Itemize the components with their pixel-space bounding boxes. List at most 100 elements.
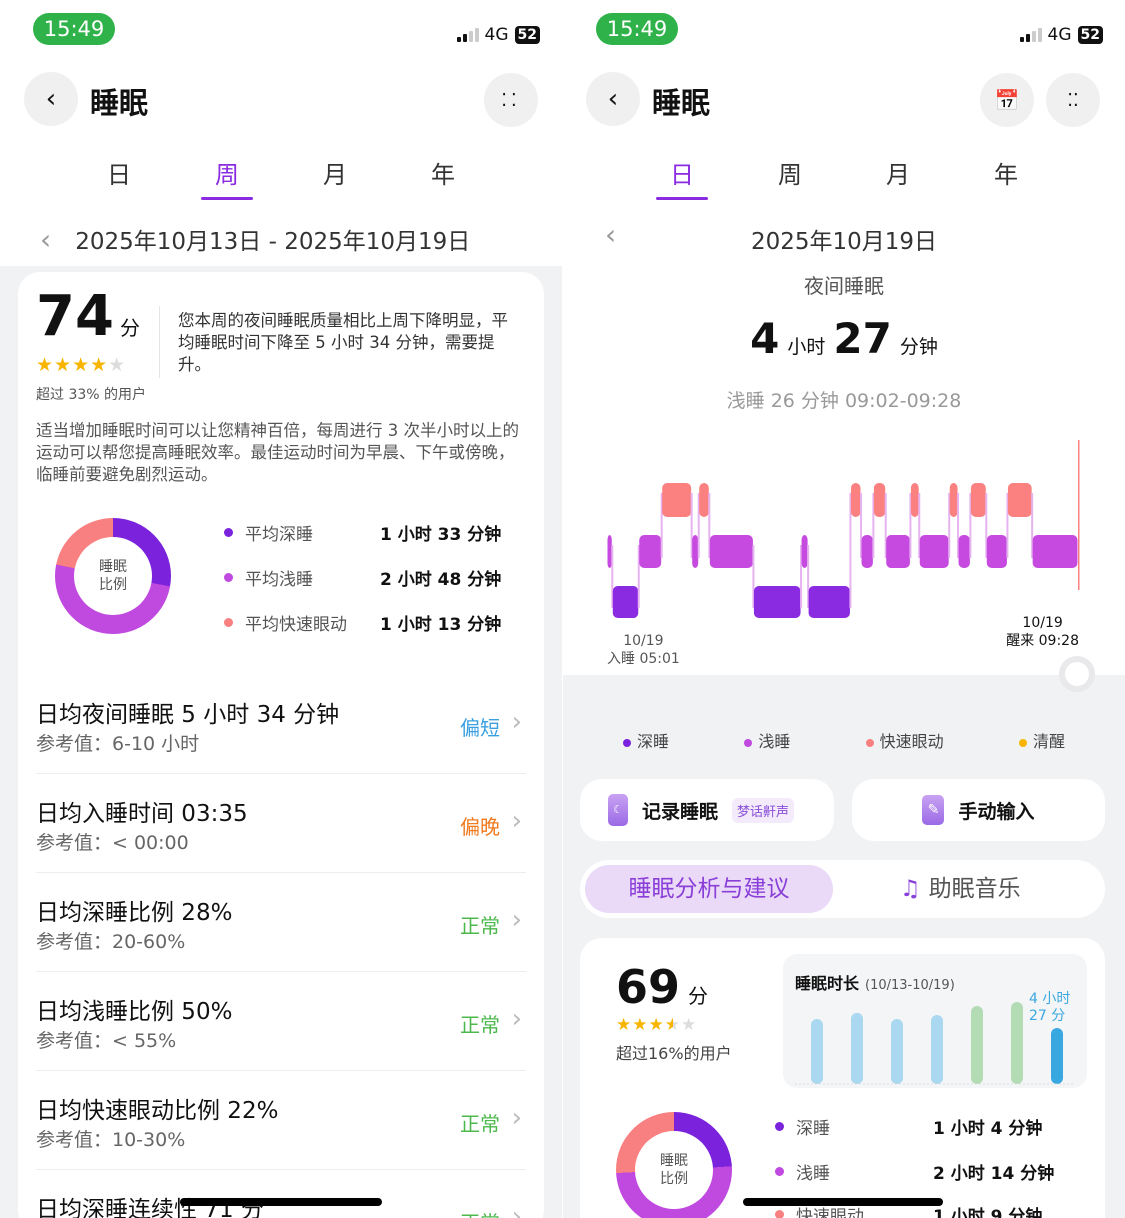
stage-segment-light — [886, 535, 910, 568]
more-menu-button[interactable]: ⁚⁚ — [484, 73, 538, 127]
stage-transition — [637, 545, 640, 608]
hypnogram-chart[interactable] — [563, 430, 1125, 630]
chevron-right-icon: › — [511, 1202, 522, 1218]
duration-title: 睡眠时长 (10/13-10/19) — [795, 974, 955, 993]
legend-light: 平均浅睡 2 小时 48 分钟 — [224, 565, 501, 590]
legend-deep: 深睡 1 小时 4 分钟 — [775, 1114, 1042, 1139]
legend-deep: 平均深睡 1 小时 33 分钟 — [224, 520, 501, 545]
metric-row[interactable]: 日均快速眼动比例 22% 参考值：10-30% 正常 › — [36, 1071, 526, 1170]
metric-title: 日均夜间睡眠 5 小时 34 分钟 — [36, 702, 340, 728]
stage-segment-deep — [612, 586, 639, 618]
legend-light: 浅睡 2 小时 14 分钟 — [775, 1159, 1054, 1184]
stage-segment-rem — [662, 483, 692, 517]
star-rating: ★★★★★ — [616, 1015, 698, 1035]
tab-week[interactable]: 周 — [778, 161, 802, 189]
metric-row[interactable]: 日均夜间睡眠 5 小时 34 分钟 参考值：6-10 小时 偏短 › — [36, 675, 526, 774]
status-time: 15:49 — [33, 13, 115, 45]
stage-transition — [985, 493, 988, 558]
metric-reference: 参考值：20-60% — [36, 931, 186, 953]
metric-row[interactable]: 日均深睡连续性 71 分 正常 › — [36, 1170, 526, 1218]
stage-segment-rem — [910, 483, 919, 517]
stage-segment-rem — [1007, 483, 1032, 517]
duration-bar — [971, 1005, 983, 1084]
duration-mini-chart[interactable]: 睡眠时长 (10/13-10/19) 4 小时 27 分 — [783, 954, 1087, 1088]
page-title: 睡眠 — [90, 86, 149, 120]
status-time: 15:49 — [596, 13, 678, 45]
duration-bar — [851, 1012, 863, 1084]
advice-text: 适当增加睡眠时间可以让您精神百倍，每周进行 3 次半小时以上的运动可以帮您提高睡… — [36, 421, 519, 484]
stage-transition — [884, 493, 887, 558]
tab-month[interactable]: 月 — [886, 161, 910, 189]
page-title: 睡眠 — [652, 86, 711, 120]
stage-transition — [1031, 493, 1034, 558]
signal-icon — [1019, 28, 1042, 42]
more-menu-button[interactable]: ⁚⁚ — [1046, 73, 1100, 127]
stage-transition — [918, 493, 921, 558]
battery-icon: 52 — [514, 26, 540, 44]
metric-status: 正常 — [460, 1112, 500, 1136]
stage-segment-light — [692, 535, 699, 568]
metric-row[interactable]: 日均深睡比例 28% 参考值：20-60% 正常 › — [36, 873, 526, 972]
prev-day-button[interactable]: ‹ — [605, 218, 617, 251]
metric-reference: 参考值：10-30% — [36, 1129, 186, 1151]
stage-segment-light — [801, 535, 808, 568]
section-title: 夜间睡眠 — [804, 274, 884, 298]
tab-year[interactable]: 年 — [994, 161, 1018, 189]
metric-reference: 参考值：< 55% — [36, 1030, 177, 1052]
tab-sleep-analysis[interactable]: 睡眠分析与建议 — [585, 865, 833, 913]
stage-transition — [697, 493, 700, 558]
wake-label: 10/19 醒来 09:28 — [1006, 615, 1079, 649]
tab-year[interactable]: 年 — [431, 161, 455, 189]
stage-transition — [909, 493, 912, 558]
stage-segment-rem — [850, 483, 861, 517]
stage-transition — [800, 545, 803, 608]
home-indicator[interactable] — [743, 1198, 943, 1206]
battery-icon: 52 — [1077, 26, 1103, 44]
record-sleep-button[interactable]: ☾ 记录睡眠 梦话鼾声 — [580, 779, 834, 841]
tab-day[interactable]: 日 — [107, 161, 131, 189]
metric-status: 偏短 — [460, 716, 500, 740]
stage-segment-rem — [699, 483, 709, 517]
manual-input-button[interactable]: ✎ 手动输入 — [852, 779, 1105, 841]
stage-transition — [1006, 493, 1009, 558]
stage-segment-light — [709, 535, 753, 568]
chevron-right-icon: › — [511, 1004, 522, 1034]
metric-title: 日均深睡比例 28% — [36, 900, 233, 926]
metric-status: 正常 — [460, 1013, 500, 1037]
network-type: 4G — [484, 25, 509, 45]
date-label: 2025年10月19日 — [750, 229, 938, 255]
stage-transition — [660, 493, 663, 558]
status-icons: 4G 52 — [456, 25, 540, 45]
stage-segment-rem — [873, 483, 886, 517]
stage-legend: 深睡 浅睡 快速眼动 清醒 — [623, 728, 1065, 752]
metric-reference: 参考值：6-10 小时 — [36, 733, 200, 755]
moon-phone-icon: ☾ — [608, 794, 628, 826]
tab-sleep-music[interactable]: ♫ 助眠音乐 — [900, 876, 1021, 902]
back-button[interactable]: ‹ — [586, 72, 640, 126]
weekly-sleep-screen: 15:49 4G 52 ‹ 睡眠 ⁚⁚ 日 周 月 年 ‹ 2025年10月13日 … — [0, 0, 562, 1218]
chart-handle[interactable] — [1059, 656, 1095, 692]
edit-note-icon: ✎ — [922, 795, 945, 825]
tab-day[interactable]: 日 — [628, 155, 736, 200]
total-duration: 4 小时 27 分钟 — [750, 314, 938, 363]
tab-week[interactable]: 周 — [173, 155, 281, 200]
metric-status: 偏晚 — [460, 815, 500, 839]
stage-transition — [611, 545, 614, 608]
weekly-report-card: 74 分 ★★★★★ 超过 33% 的用户 您本周的夜间睡眠质量相比上周下降明显，… — [18, 272, 544, 1218]
period-tabs: 日 周 月 年 — [65, 155, 497, 200]
prev-week-button[interactable]: ‹ — [40, 223, 52, 256]
home-indicator[interactable] — [180, 1198, 382, 1206]
stage-transition — [948, 493, 951, 558]
legend-rem: 快速眼动 — [865, 728, 944, 752]
chevron-right-icon: › — [511, 1103, 522, 1133]
duration-bar — [811, 1018, 823, 1084]
legend-rem: 快速眼动 1 小时 9 分钟 — [775, 1202, 1042, 1218]
metric-row[interactable]: 日均浅睡比例 50% 参考值：< 55% 正常 › — [36, 972, 526, 1071]
calendar-button[interactable]: 📅 — [980, 73, 1034, 127]
tab-month[interactable]: 月 — [323, 161, 347, 189]
sleep-ratio-donut: 睡眠 比例 — [55, 518, 171, 634]
period-tabs: 日 周 月 年 — [628, 155, 1060, 200]
analysis-card: 69 分 ★★★★★ 超过16%的用户 睡眠时长 (10/13-10/19) 4 小… — [580, 938, 1105, 1218]
back-button[interactable]: ‹ — [24, 72, 78, 126]
metric-row[interactable]: 日均入睡时间 03:35 参考值：< 00:00 偏晚 › — [36, 774, 526, 873]
